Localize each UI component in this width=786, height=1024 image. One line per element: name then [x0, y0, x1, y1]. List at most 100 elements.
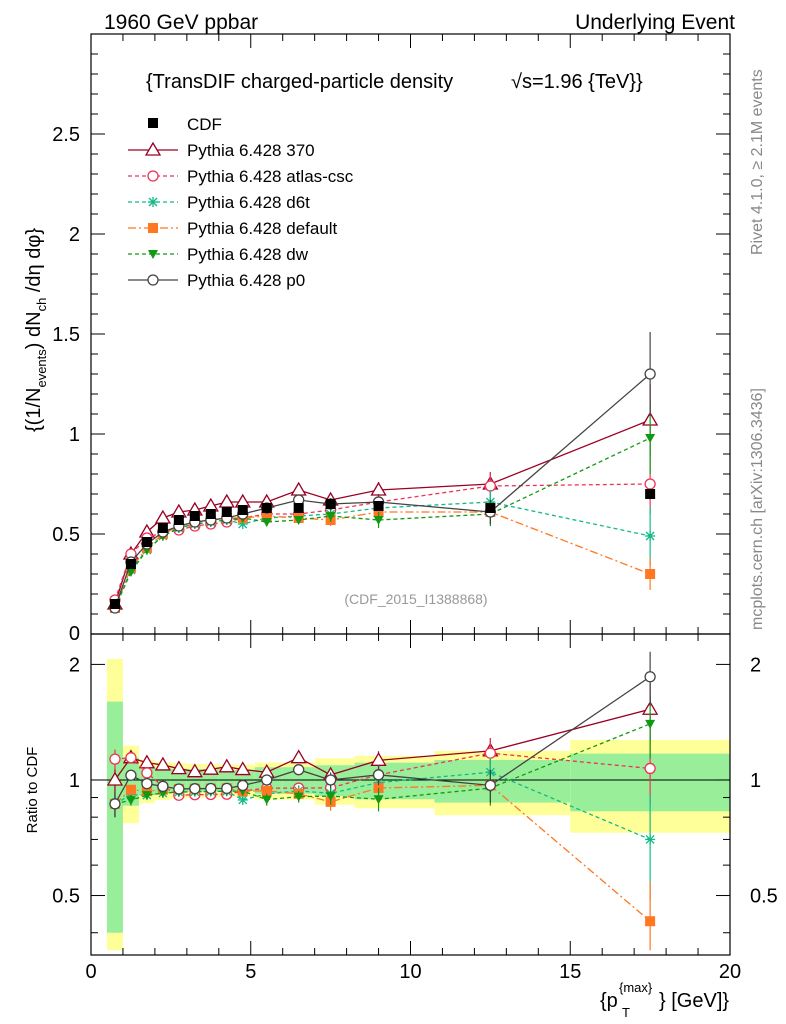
legend-pythia-6-428-370-marker: [144, 141, 162, 156]
cdf-data-point: [485, 503, 496, 513]
pythia-6-428-p0-ratio-point: [109, 798, 121, 810]
header-process-label: Underlying Event: [575, 11, 735, 34]
pythia-6-428-370-ratio-point: [234, 761, 251, 776]
pythia-6-428-dw-ratio-point: [325, 792, 336, 802]
legend-pythia-6-428-atlas-csc-marker: [147, 170, 159, 182]
cdf-data-point: [125, 559, 136, 569]
cdf-data-point: [157, 523, 168, 533]
y-axis-label: {(1/Nevents) dNch /dη dφ}: [23, 228, 49, 432]
ratio-band-inner: [434, 760, 571, 803]
analysis-id: (CDF_2015_I1388868): [344, 591, 487, 607]
pythia-6-428-dw-ratio-point: [261, 795, 272, 805]
pythia-6-428-default-ratio-point: [645, 916, 656, 927]
pythia-6-428-dw-point: [261, 518, 272, 527]
ratio-panel: 0 5 10 15 20 0.5 0.5 1 1 2 2: [52, 633, 778, 983]
legend-pythia-6-428-default-marker: [148, 223, 158, 233]
pythia-6-428-dw-point: [373, 516, 384, 525]
ratio-band-inner: [354, 762, 435, 800]
legend-cdf-label: CDF: [187, 115, 222, 134]
main-series-layer: [106, 332, 659, 614]
cdf-data-point: [221, 507, 232, 517]
main-panel: 0.5 1 1.5 2 2.5 0 {TransDIF charged-particle …: [52, 33, 731, 645]
pythia-6-428-p0-point: [644, 368, 656, 380]
y-tick-label: 1.5: [52, 324, 80, 346]
rivet-label: Rivet 4.1.0, ≥ 2.1M events: [749, 69, 766, 255]
cdf-data-point: [261, 503, 272, 513]
pythia-6-428-p0-ratio-point: [221, 782, 233, 795]
legend: CDF Pythia 6.428 370 Pythia 6.428 atlas-cs…: [128, 115, 354, 290]
pythia-6-428-p0-ratio-point: [125, 769, 137, 781]
pythia-6-428-d6t-ratio-point: [645, 834, 656, 845]
ratio-tick-label-left: 1: [69, 770, 80, 792]
ratio-tick-label-right: 1: [750, 770, 761, 792]
ratio-band-layer: [91, 658, 730, 951]
pythia-6-428-default-point: [261, 511, 272, 521]
svg-text:{p: {p: [600, 990, 618, 1012]
pythia-6-428-370-ratio-point: [154, 756, 172, 771]
pythia-6-428-370-ratio-point: [290, 749, 307, 764]
legend-pythia-6-428-atlas-csc-label: Pythia 6.428 atlas-csc: [187, 167, 354, 186]
pythia-6-428-atlas-csc-ratio-point: [125, 752, 137, 764]
pythia-6-428-atlas-csc-ratio-point: [109, 753, 121, 765]
y-tick-label: 1: [69, 424, 80, 446]
pythia-6-428-atlas-csc-line: [114, 483, 651, 601]
pythia-6-428-default-point: [645, 569, 656, 579]
pythia-6-428-dw-point: [293, 516, 304, 525]
x-tick-label: 20: [719, 961, 741, 983]
pythia-6-428-dw-point: [645, 434, 656, 443]
ratio-y-label: Ratio to CDF: [24, 747, 41, 834]
legend-pythia-6-428-dw-label: Pythia 6.428 dw: [187, 245, 309, 264]
legend-pythia-6-428-p0-label: Pythia 6.428 p0: [187, 271, 305, 290]
pythia-6-428-atlas-csc-ratio-line: [114, 752, 651, 796]
pythia-6-428-p0-ratio-point: [141, 777, 153, 790]
y-tick-label: 2: [69, 224, 80, 246]
pythia-6-428-370-point: [154, 509, 172, 524]
pythia-6-428-p0-ratio-point: [644, 671, 656, 683]
svg-text:T: T: [622, 1005, 630, 1020]
cdf-data-point: [325, 499, 336, 509]
cdf-data-point: [205, 509, 216, 519]
ratio-tick-label-left: 2: [69, 654, 80, 676]
pythia-6-428-atlas-csc-ratio-point: [484, 747, 497, 759]
pythia-6-428-p0-ratio-point: [484, 779, 497, 791]
main-axes: 0.5 1 1.5 2 2.5 0: [52, 33, 731, 645]
ratio-tick-label-left: 0.5: [52, 886, 80, 908]
legend-pythia-6-428-d6t-marker: [148, 197, 158, 207]
x-tick-label: 15: [559, 961, 581, 983]
pythia-6-428-default-ratio-point: [125, 784, 136, 795]
legend-pythia-6-428-default-label: Pythia 6.428 default: [187, 219, 338, 238]
pythia-6-428-370-ratio-point: [202, 760, 219, 775]
pythia-6-428-p0-ratio-point: [237, 779, 249, 792]
pythia-6-428-p0-ratio-point: [157, 780, 169, 793]
svg-text:} [GeV]}: } [GeV]}: [659, 990, 729, 1012]
pythia-6-428-d6t-ratio-point: [237, 794, 248, 805]
pythia-6-428-dw-ratio-point: [125, 796, 136, 806]
pythia-6-428-p0-ratio-point: [261, 774, 273, 786]
y-tick-label: 0.5: [52, 524, 80, 546]
header-energy-label: 1960 GeV ppbar: [104, 11, 258, 34]
ratio-series-layer: [106, 651, 659, 951]
pythia-6-428-default-ratio-point: [261, 785, 272, 796]
pythia-6-428-370-point: [218, 493, 235, 508]
ratio-tick-label-right: 2: [750, 654, 761, 676]
svg-text:{(1/Nevents) dNch /dη dφ}: {(1/Nevents) dNch /dη dφ}: [23, 228, 49, 432]
x-axis-label: {p T {max} } [GeV]}: [600, 980, 729, 1020]
pythia-6-428-p0-ratio-point: [324, 774, 337, 786]
pythia-6-428-atlas-csc-point: [644, 478, 656, 490]
pythia-6-428-p0-ratio-point: [372, 769, 385, 781]
pythia-6-428-370-ratio-point: [186, 763, 203, 778]
pythia-6-428-p0-ratio-point: [189, 783, 201, 795]
y-tick-label-zero: 0: [69, 623, 80, 645]
pythia-6-428-370-point: [370, 481, 387, 496]
y-tick-label: 2.5: [52, 124, 80, 146]
ratio-axes: 0 5 10 15 20 0.5 0.5 1 1 2 2: [52, 634, 778, 983]
pythia-6-428-d6t-point: [645, 531, 656, 541]
legend-pythia-6-428-dw-marker: [148, 250, 158, 259]
cdf-data-point: [373, 501, 384, 511]
legend-pythia-6-428-d6t-label: Pythia 6.428 d6t: [187, 193, 310, 212]
pythia-6-428-dw-ratio-point: [373, 795, 384, 805]
pythia-6-428-dw-ratio-point: [645, 719, 656, 729]
svg-text:{max}: {max}: [619, 980, 653, 995]
chart-title: {TransDIF charged-particle density: [146, 71, 453, 93]
